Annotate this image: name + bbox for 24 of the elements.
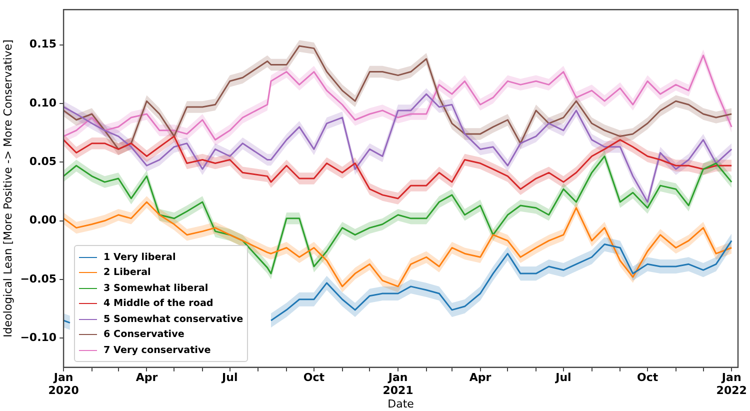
y-tick-label: 0.15	[29, 38, 57, 51]
y-tick-label: 0.10	[29, 96, 57, 110]
y-tick-label: 0.05	[29, 154, 57, 168]
x-tick-label: Apr	[136, 370, 158, 384]
y-tick-label: 0.00	[29, 214, 57, 227]
y-axis-title: Ideological Lean [More Positive -> More Conservative]	[1, 40, 14, 338]
legend-label: 6 Conservative	[104, 329, 184, 340]
legend-label: 4 Middle of the road	[104, 298, 214, 310]
legend-label: 1 Very liberal	[104, 252, 176, 263]
y-tick-label: −0.05	[20, 272, 57, 286]
x-tick-label: Oct	[303, 370, 325, 384]
x-tick-label: Jul	[554, 370, 572, 384]
x-tick-label: Jan 2021	[382, 370, 414, 398]
legend-label: 5 Somewhat conservative	[104, 314, 244, 325]
x-tick-label: Oct	[636, 370, 658, 384]
legend-label: 7 Very conservative	[104, 344, 211, 356]
legend-label: 3 Somewhat liberal	[104, 282, 208, 294]
x-tick-label: Jan 2020	[48, 370, 80, 398]
y-tick-label: −0.10	[20, 330, 57, 344]
x-tick-label: Apr	[469, 370, 492, 384]
x-axis-title: Date	[388, 397, 414, 410]
x-tick-label: Jul	[221, 370, 238, 384]
legend-label: 2 Liberal	[104, 267, 151, 278]
x-tick-label: Jan 2022	[716, 370, 747, 398]
